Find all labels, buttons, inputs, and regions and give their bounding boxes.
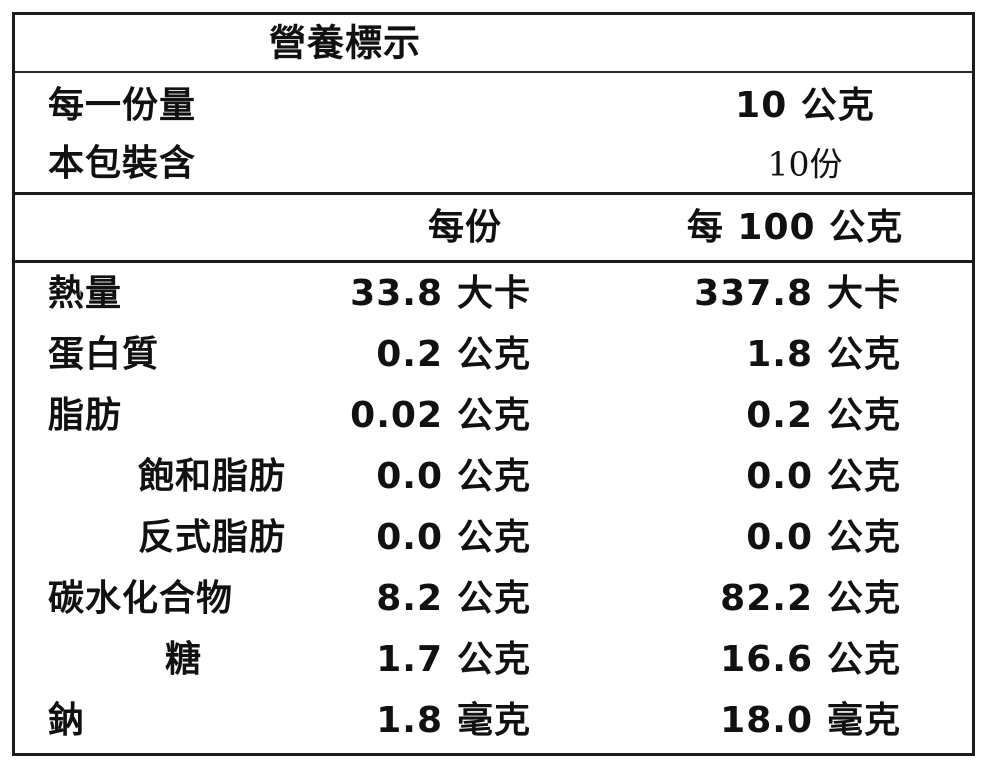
nutrient-rows: 熱量 33.8 大卡 337.8 大卡 蛋白質 0.2 公克 1.8 公克 脂肪 0.02 公克 0.2 公… — [15, 263, 972, 751]
nutrient-name: 碳水化合物 — [48, 577, 234, 619]
nutrition-facts-panel: 營養標示 每一份量 10 公克 本包裝含 10份 每份 每 100 公克 熱量 3… — [12, 12, 975, 756]
per-100g-value: 18.0 — [720, 699, 813, 741]
servings-per-container-value: 10份 — [767, 144, 843, 184]
nutrient-name: 熱量 — [48, 272, 123, 314]
nutrient-name: 鈉 — [48, 699, 86, 741]
per-serving-value: 0.0 — [376, 516, 443, 558]
nutrient-name: 糖 — [165, 638, 203, 680]
per-serving-unit: 毫克 — [457, 699, 532, 741]
per-serving-value: 1.8 — [376, 699, 443, 741]
page-title: 營養標示 — [269, 21, 421, 65]
nutrient-name: 脂肪 — [48, 394, 123, 436]
per-serving-unit: 公克 — [457, 394, 532, 436]
per-serving-value: 8.2 — [376, 577, 443, 619]
title-band: 營養標示 — [15, 15, 972, 73]
per-serving-value: 1.7 — [376, 638, 443, 680]
per-100g-unit: 公克 — [827, 577, 902, 619]
servings-per-container-label: 本包裝含 — [48, 143, 197, 184]
per-100g-unit: 大卡 — [827, 272, 902, 314]
per-serving-unit: 大卡 — [457, 272, 532, 314]
per-100g-value: 0.0 — [746, 455, 813, 497]
table-row: 蛋白質 0.2 公克 1.8 公克 — [15, 324, 972, 385]
nutrient-name: 飽和脂肪 — [138, 455, 287, 497]
per-serving-value: 33.8 — [350, 272, 443, 314]
column-header-per-serving: 每份 — [427, 206, 502, 248]
per-100g-unit: 公克 — [827, 455, 902, 497]
per-100g-value: 1.8 — [746, 333, 813, 375]
column-header-per-100g: 每 100 公克 — [686, 206, 904, 248]
per-serving-unit: 公克 — [457, 577, 532, 619]
per-serving-value: 0.02 — [350, 394, 443, 436]
per-100g-value: 337.8 — [694, 272, 813, 314]
per-serving-unit: 公克 — [457, 638, 532, 680]
per-100g-value: 16.6 — [720, 638, 813, 680]
serving-info-band: 每一份量 10 公克 本包裝含 10份 — [15, 73, 972, 195]
nutrient-name: 蛋白質 — [48, 333, 160, 375]
servings-per-container-row: 本包裝含 10份 — [15, 135, 972, 193]
per-serving-value: 0.2 — [376, 333, 443, 375]
per-100g-unit: 公克 — [827, 638, 902, 680]
per-100g-unit: 公克 — [827, 394, 902, 436]
serving-size-label: 每一份量 — [48, 85, 197, 126]
table-row: 反式脂肪 0.0 公克 0.0 公克 — [15, 507, 972, 568]
per-100g-value: 0.2 — [746, 394, 813, 436]
per-100g-unit: 公克 — [827, 516, 902, 558]
per-100g-unit: 毫克 — [827, 699, 902, 741]
table-row: 脂肪 0.02 公克 0.2 公克 — [15, 385, 972, 446]
serving-size-row: 每一份量 10 公克 — [15, 77, 972, 135]
nutrient-name: 反式脂肪 — [138, 516, 287, 558]
serving-size-value: 10 公克 — [735, 85, 875, 126]
table-row: 飽和脂肪 0.0 公克 0.0 公克 — [15, 446, 972, 507]
per-serving-unit: 公克 — [457, 455, 532, 497]
per-serving-unit: 公克 — [457, 516, 532, 558]
per-serving-unit: 公克 — [457, 333, 532, 375]
column-header-row: 每份 每 100 公克 — [15, 195, 972, 263]
per-100g-value: 0.0 — [746, 516, 813, 558]
table-row: 碳水化合物 8.2 公克 82.2 公克 — [15, 568, 972, 629]
per-serving-value: 0.0 — [376, 455, 443, 497]
table-row: 熱量 33.8 大卡 337.8 大卡 — [15, 263, 972, 324]
per-100g-unit: 公克 — [827, 333, 902, 375]
per-100g-value: 82.2 — [720, 577, 813, 619]
table-row: 鈉 1.8 毫克 18.0 毫克 — [15, 690, 972, 751]
table-row: 糖 1.7 公克 16.6 公克 — [15, 629, 972, 690]
